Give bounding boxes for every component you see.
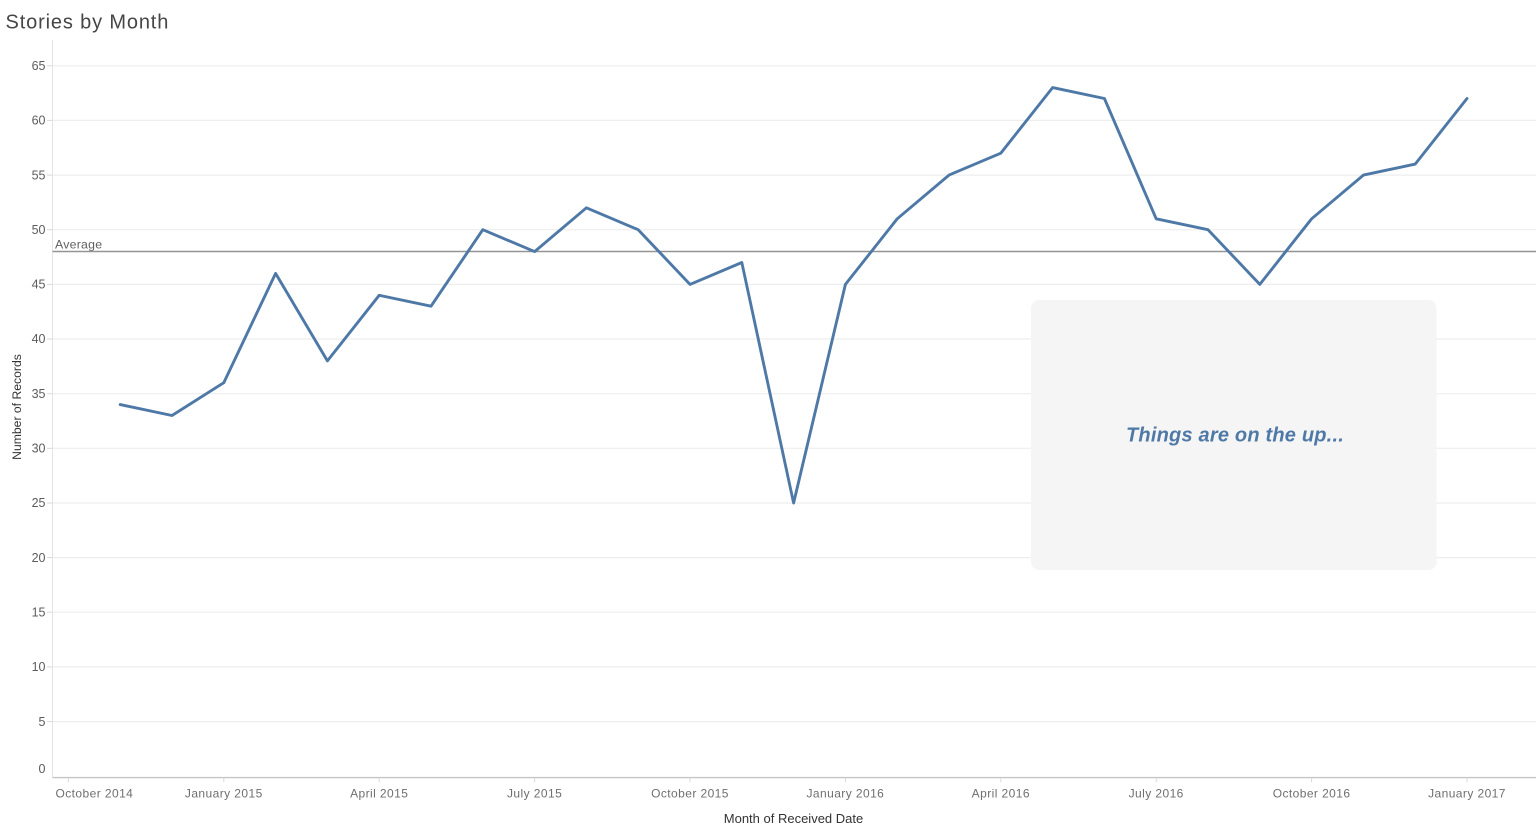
svg-text:40: 40	[32, 332, 46, 346]
svg-text:April 2016: April 2016	[972, 787, 1030, 801]
svg-text:January 2016: January 2016	[807, 787, 885, 801]
svg-text:50: 50	[32, 223, 46, 237]
svg-text:35: 35	[32, 387, 46, 401]
svg-text:60: 60	[32, 114, 46, 128]
svg-text:5: 5	[39, 715, 46, 729]
svg-text:January 2015: January 2015	[185, 787, 263, 801]
svg-text:January 2017: January 2017	[1428, 787, 1506, 801]
svg-text:July 2015: July 2015	[507, 787, 562, 801]
svg-text:10: 10	[32, 660, 46, 674]
svg-text:April 2015: April 2015	[350, 787, 408, 801]
svg-text:45: 45	[32, 278, 46, 292]
svg-text:0: 0	[39, 762, 46, 776]
svg-text:Things are on the up...: Things are on the up...	[1126, 425, 1344, 447]
svg-text:Stories by Month: Stories by Month	[6, 12, 170, 34]
svg-text:15: 15	[32, 605, 46, 619]
svg-text:October 2014: October 2014	[56, 787, 134, 801]
svg-text:July 2016: July 2016	[1129, 787, 1184, 801]
svg-text:30: 30	[32, 442, 46, 456]
svg-text:55: 55	[32, 168, 46, 182]
svg-text:25: 25	[32, 496, 46, 510]
svg-text:Average: Average	[55, 238, 102, 252]
svg-text:October 2016: October 2016	[1273, 787, 1351, 801]
svg-text:65: 65	[32, 59, 46, 73]
svg-text:October 2015: October 2015	[651, 787, 729, 801]
svg-text:20: 20	[32, 551, 46, 565]
svg-text:Month of Received Date: Month of Received Date	[724, 811, 863, 826]
svg-text:Number of Records: Number of Records	[10, 354, 24, 460]
